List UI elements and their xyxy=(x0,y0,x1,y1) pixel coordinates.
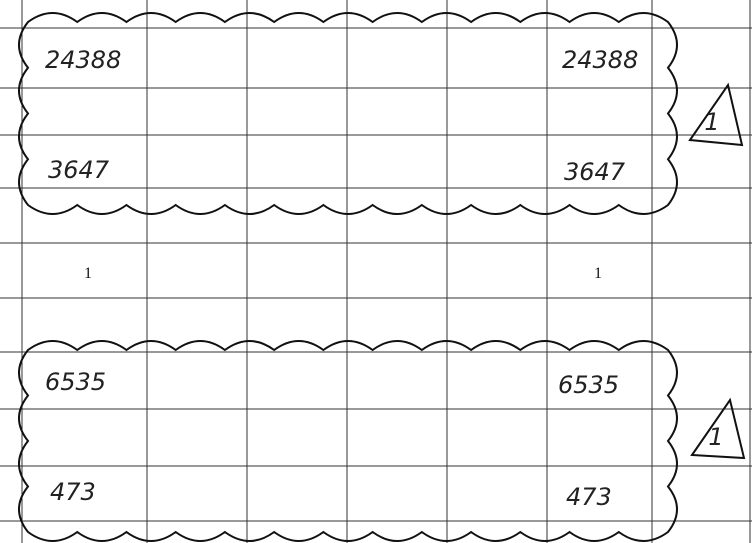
revision-cloud xyxy=(18,12,678,215)
revision-cloud xyxy=(18,340,678,542)
revision-number: 1 xyxy=(708,423,723,451)
revision-number: 1 xyxy=(704,108,719,136)
cell-value: 3647 xyxy=(48,156,110,184)
cell-value: 24388 xyxy=(562,46,638,74)
cell-value: 1 xyxy=(84,265,92,282)
cell-value: 1 xyxy=(594,265,602,282)
revision-clouds xyxy=(18,12,678,542)
cell-value: 473 xyxy=(50,478,96,506)
revision-triangle xyxy=(688,82,744,147)
cell-value: 3647 xyxy=(564,158,626,186)
revision-triangle xyxy=(690,397,746,460)
cell-value: 6535 xyxy=(45,368,106,396)
cell-value: 6535 xyxy=(558,371,619,399)
cell-value: 24388 xyxy=(45,46,121,74)
cell-value: 473 xyxy=(566,483,612,511)
